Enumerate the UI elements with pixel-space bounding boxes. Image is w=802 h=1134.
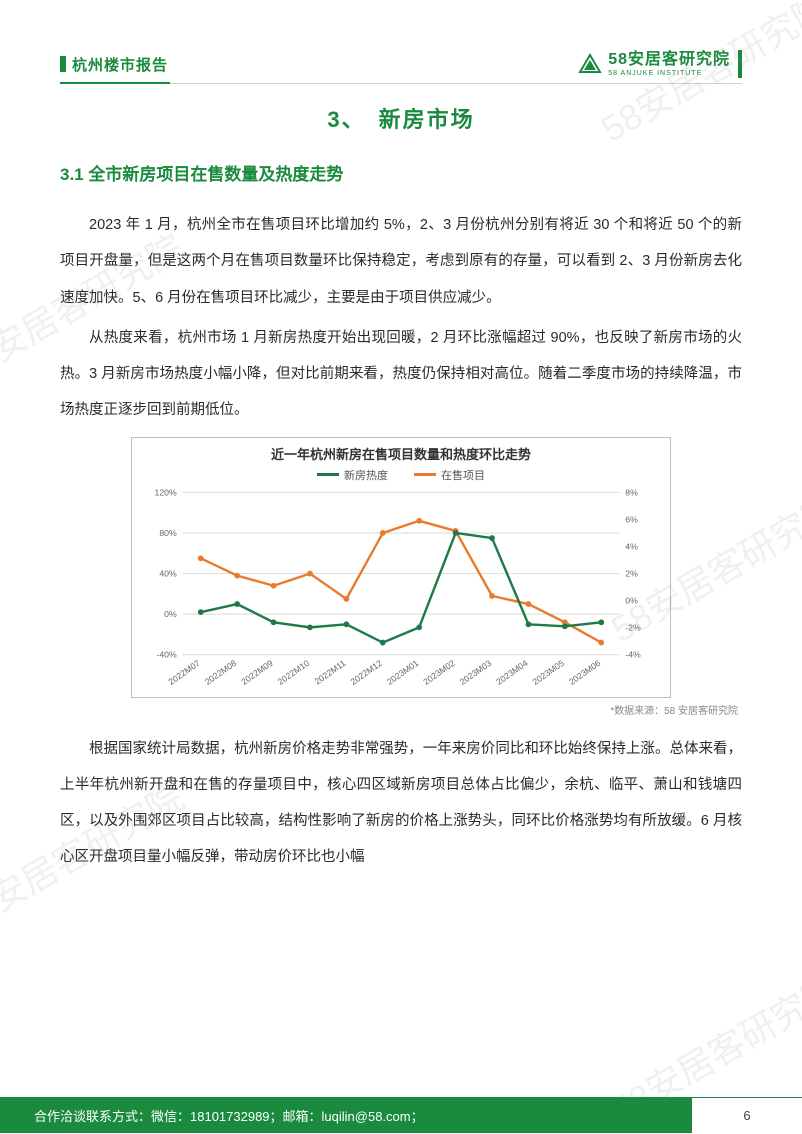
svg-text:2023M01: 2023M01 [385, 657, 421, 686]
page-number: 6 [692, 1097, 802, 1133]
svg-text:2022M07: 2022M07 [166, 657, 202, 686]
brand-sub: 58 ANJUKE INSTITUTE [608, 70, 730, 77]
svg-text:80%: 80% [159, 527, 177, 537]
legend-item-2: 在售项目 [414, 467, 485, 483]
page-footer: 合作洽谈联系方式：微信：18101732989；邮箱：luqilin@58.co… [0, 1097, 802, 1133]
svg-text:2023M05: 2023M05 [531, 657, 567, 686]
svg-text:2023M03: 2023M03 [458, 657, 494, 686]
header-rule [60, 82, 742, 84]
svg-text:0%: 0% [625, 595, 638, 605]
svg-text:2022M11: 2022M11 [313, 657, 348, 686]
chart-legend: 新房热度 在售项目 [140, 467, 662, 483]
svg-text:-4%: -4% [625, 649, 641, 659]
legend-swatch-1 [317, 473, 339, 476]
report-title: 杭州楼市报告 [72, 54, 168, 75]
chart-data-source: *数据来源：58 安居客研究院 [60, 702, 742, 717]
svg-text:2022M08: 2022M08 [203, 657, 239, 686]
subsection-heading: 3.1 全市新房项目在售数量及热度走势 [60, 160, 742, 185]
chart-title: 近一年杭州新房在售项目数量和热度环比走势 [140, 444, 662, 463]
svg-text:-2%: -2% [625, 622, 641, 632]
svg-text:40%: 40% [159, 568, 177, 578]
body-paragraph-2: 从热度来看，杭州市场 1 月新房热度开始出现回暖，2 月环比涨幅超过 90%，也… [60, 320, 742, 429]
brand-name: 58安居客研究院 [608, 52, 730, 68]
svg-text:2022M12: 2022M12 [349, 657, 385, 686]
title-accent-bar [60, 56, 66, 72]
svg-text:2022M09: 2022M09 [239, 657, 275, 686]
svg-text:2022M10: 2022M10 [276, 657, 312, 686]
legend-label-2: 在售项目 [441, 467, 485, 483]
footer-contact: 合作洽谈联系方式：微信：18101732989；邮箱：luqilin@58.co… [0, 1097, 692, 1133]
brand-accent-bar [738, 50, 742, 78]
brand-logo-block: 58安居客研究院 58 ANJUKE INSTITUTE [578, 50, 742, 78]
svg-text:2023M04: 2023M04 [494, 657, 530, 686]
svg-text:8%: 8% [625, 487, 638, 497]
svg-text:120%: 120% [154, 487, 176, 497]
legend-item-1: 新房热度 [317, 467, 388, 483]
section-title: 3、 新房市场 [60, 102, 742, 134]
line-chart: -40%0%40%80%120%-4%-2%0%2%4%6%8%2022M072… [140, 485, 662, 695]
svg-text:4%: 4% [625, 541, 638, 551]
report-title-block: 杭州楼市报告 [60, 54, 168, 75]
brand-triangle-icon [578, 52, 602, 76]
page-header: 杭州楼市报告 58安居客研究院 58 ANJUKE INSTITUTE [60, 50, 742, 78]
svg-text:6%: 6% [625, 514, 638, 524]
svg-text:2023M06: 2023M06 [567, 657, 603, 686]
svg-text:2023M02: 2023M02 [421, 657, 457, 686]
body-paragraph-1: 2023 年 1 月，杭州全市在售项目环比增加约 5%，2、3 月份杭州分别有将… [60, 207, 742, 316]
svg-text:0%: 0% [164, 609, 177, 619]
svg-text:-40%: -40% [156, 649, 177, 659]
body-paragraph-3: 根据国家统计局数据，杭州新房价格走势非常强势，一年来房价同比和环比始终保持上涨。… [60, 731, 742, 876]
svg-text:2%: 2% [625, 568, 638, 578]
legend-label-1: 新房热度 [344, 467, 388, 483]
legend-swatch-2 [414, 473, 436, 476]
chart-container: 近一年杭州新房在售项目数量和热度环比走势 新房热度 在售项目 -40% 0% 40%… [131, 437, 671, 698]
